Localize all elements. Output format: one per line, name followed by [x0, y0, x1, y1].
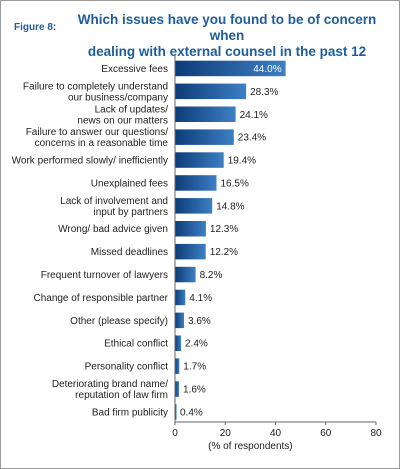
category-label-line: Other (please specify) — [70, 316, 168, 327]
category-label: Failure to completely understand our busi… — [23, 81, 168, 103]
value-label: 3.6% — [188, 316, 211, 327]
value-label: 23.4% — [238, 133, 266, 144]
value-label: 12.3% — [210, 224, 238, 235]
category-label: Change of responsible partner — [33, 293, 168, 304]
bar-row: Unexplained fees 16.5% — [91, 175, 249, 191]
category-label-line: concerns in a reasonable time — [35, 138, 169, 149]
bar-row: Personality conflict 1.7% — [85, 358, 206, 374]
category-label: Deteriorating brand name/reputation of l… — [52, 379, 168, 401]
bar — [175, 221, 206, 237]
bar — [175, 404, 177, 420]
bar-row: Work performed slowly/ inefficiently 19.4… — [12, 152, 256, 168]
bar-row: Wrong/ bad advice given 12.3% — [58, 221, 238, 237]
category-label: Lack of updates/news on our matters — [77, 104, 168, 126]
value-label: 2.4% — [185, 339, 208, 350]
category-label-line: input by partners — [94, 207, 169, 218]
figure-label: Figure 8: — [14, 22, 57, 33]
bar — [175, 312, 184, 329]
category-label-line: Personality conflict — [85, 362, 169, 373]
bar-row: Ethical conflict 2.4% — [104, 335, 208, 351]
chart-title-line-1: Which issues have you found to be of con… — [77, 12, 377, 43]
category-label-line: Bad firm publicity — [92, 407, 168, 418]
bar-row: Bad firm publicity 0.4% — [92, 404, 203, 420]
bar — [175, 289, 186, 306]
x-tick-label: 0 — [172, 428, 178, 439]
category-label-line: Wrong/ bad advice given — [58, 224, 168, 235]
category-label: Work performed slowly/ inefficiently — [12, 156, 168, 167]
value-label: 1.6% — [183, 385, 206, 396]
category-label-line: Failure to completely understand — [23, 81, 168, 92]
category-label-line: Failure to answer our questions/ — [26, 127, 169, 138]
category-label: Wrong/ bad advice given — [58, 224, 168, 235]
category-label-line: reputation of law firm — [75, 390, 168, 401]
value-label: 0.4% — [180, 407, 203, 418]
value-label: 4.1% — [189, 293, 212, 304]
bar-row: Missed deadlines 12.2% — [91, 243, 238, 260]
category-label: Excessive fees — [101, 64, 168, 75]
x-tick-label: 80 — [370, 428, 382, 439]
bar-row: Failure to completely understand our busi… — [23, 81, 279, 103]
category-label: Ethical conflict — [104, 339, 168, 350]
bar — [175, 83, 247, 100]
value-label: 24.1% — [240, 110, 268, 121]
x-tick-label: 20 — [220, 428, 232, 439]
category-label: Unexplained fees — [91, 178, 168, 189]
category-label-line: Lack of updates/ — [95, 104, 169, 115]
bar — [175, 198, 213, 214]
bar — [175, 381, 179, 397]
category-label-line: Missed deadlines — [91, 247, 168, 258]
bar — [175, 358, 180, 374]
category-label-line: Change of responsible partner — [33, 293, 168, 304]
value-label: 28.3% — [250, 87, 278, 98]
bar — [175, 243, 206, 260]
category-label: Frequent turnover of lawyers — [41, 270, 168, 281]
bar-row: Excessive fees 44.0% — [101, 60, 286, 77]
bar — [175, 175, 217, 191]
category-label: Lack of involvement and input by partners — [60, 196, 168, 218]
category-label: Missed deadlines — [91, 247, 168, 258]
bar-row: Change of responsible partner 4.1% — [33, 289, 212, 306]
bar-row: Frequent turnover of lawyers 8.2% — [41, 266, 223, 283]
category-label-line: our business/company — [68, 92, 168, 103]
value-label: 16.5% — [221, 178, 249, 189]
bar-row: Lack of updates/news on our matters 24.1% — [77, 104, 268, 126]
category-label-line: Frequent turnover of lawyers — [41, 270, 168, 281]
value-label: 14.8% — [216, 201, 244, 212]
value-label: 44.0% — [253, 64, 281, 75]
x-axis-label: (% of respondents) — [208, 441, 293, 452]
bar — [175, 129, 234, 145]
category-label-line: news on our matters — [77, 115, 168, 126]
category-label: Personality conflict — [85, 362, 169, 373]
category-label: Other (please specify) — [70, 316, 168, 327]
bar — [175, 266, 196, 283]
value-label: 8.2% — [200, 270, 223, 281]
bar-row: Deteriorating brand name/reputation of l… — [52, 379, 206, 401]
value-label: 12.2% — [210, 247, 238, 258]
bar — [175, 152, 224, 168]
category-label-line: Excessive fees — [101, 64, 168, 75]
category-label-line: Work performed slowly/ inefficiently — [12, 156, 168, 167]
x-tick-label: 60 — [320, 428, 332, 439]
bar-row: Lack of involvement and input by partners… — [60, 196, 245, 218]
category-label: Failure to answer our questions/concerns… — [26, 127, 169, 149]
category-label-line: Ethical conflict — [104, 339, 168, 350]
category-label-line: Deteriorating brand name/ — [52, 379, 168, 390]
value-label: 1.7% — [183, 362, 206, 373]
category-label: Bad firm publicity — [92, 407, 168, 418]
bar-row: Other (please specify) 3.6% — [70, 312, 211, 329]
x-tick-label: 40 — [270, 428, 282, 439]
bar — [175, 106, 236, 122]
category-label-line: Lack of involvement and — [60, 196, 168, 207]
category-label-line: Unexplained fees — [91, 178, 168, 189]
bar — [175, 335, 181, 351]
bar-row: Failure to answer our questions/concerns… — [26, 127, 267, 149]
value-label: 19.4% — [228, 156, 256, 167]
bar — [175, 60, 286, 77]
